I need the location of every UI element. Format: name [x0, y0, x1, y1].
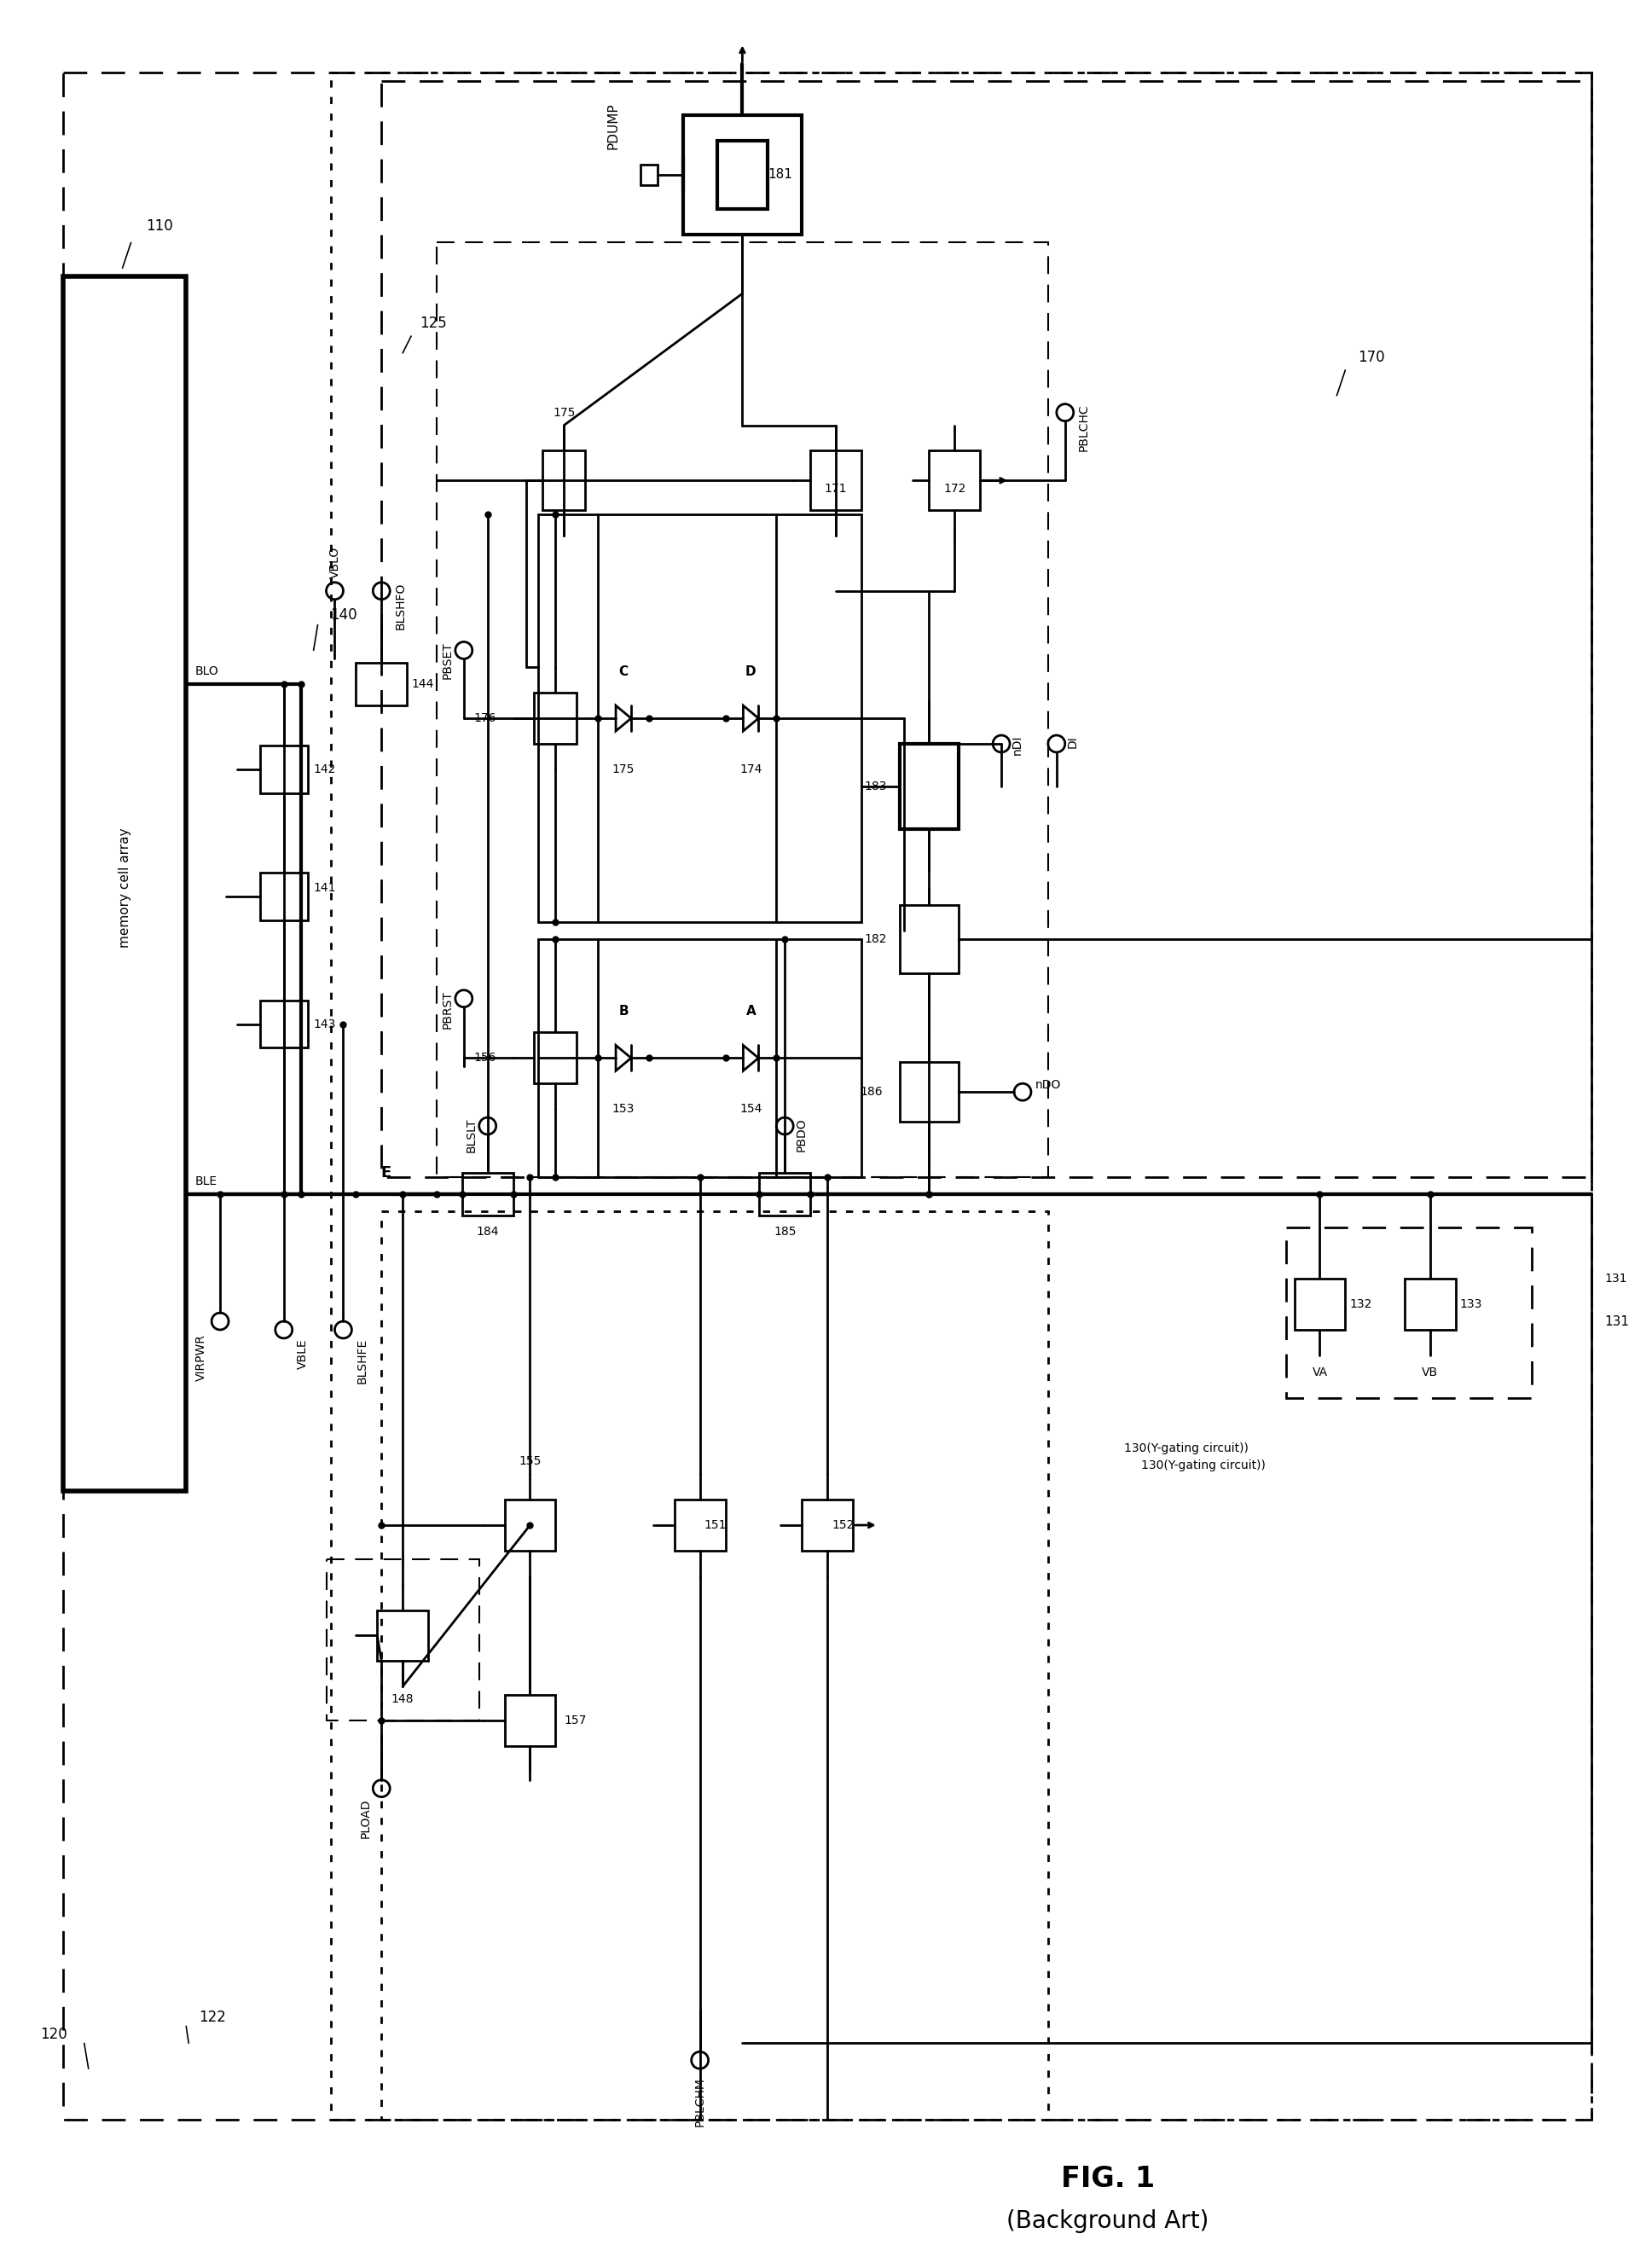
Text: 185: 185	[773, 1226, 796, 1239]
Text: 132: 132	[1350, 1298, 1373, 1311]
Text: 186: 186	[859, 1086, 882, 1097]
Text: 152: 152	[831, 1519, 854, 1530]
Text: B: B	[618, 1004, 628, 1018]
Text: PDUMP: PDUMP	[606, 102, 620, 149]
Bar	[330, 72, 1591, 2119]
Text: 170: 170	[1358, 350, 1384, 366]
Text: 157: 157	[563, 1715, 586, 1727]
Text: VBLO: VBLO	[329, 546, 340, 578]
Text: 174: 174	[740, 763, 762, 774]
Text: 110: 110	[147, 219, 173, 232]
Text: BLSHFO: BLSHFO	[395, 582, 406, 630]
Bar	[259, 873, 307, 921]
Text: 125: 125	[420, 316, 446, 332]
Bar	[382, 1212, 1047, 2119]
Bar	[899, 745, 958, 828]
Text: 184: 184	[476, 1226, 499, 1239]
Bar	[377, 1609, 428, 1661]
Text: FIG. 1: FIG. 1	[1061, 2164, 1155, 2194]
Bar	[1285, 1228, 1531, 1397]
Text: 131: 131	[1604, 1273, 1627, 1284]
Text: 120: 120	[40, 2027, 68, 2043]
Text: DI: DI	[1067, 736, 1079, 747]
Text: VA: VA	[1312, 1365, 1328, 1379]
Bar	[760, 1174, 809, 1214]
Bar	[1404, 1280, 1455, 1329]
Bar	[539, 939, 861, 1176]
Text: 133: 133	[1460, 1298, 1482, 1311]
Bar	[1294, 1280, 1345, 1329]
Text: 141: 141	[314, 882, 335, 894]
Text: 131: 131	[1604, 1316, 1629, 1327]
Bar	[899, 1063, 958, 1122]
Text: BLO: BLO	[195, 666, 218, 677]
Bar	[382, 81, 1591, 1176]
Text: 154: 154	[740, 1104, 762, 1115]
Bar	[899, 905, 958, 973]
Text: PBLCHM: PBLCHM	[694, 2076, 705, 2126]
Text: (Background Art): (Background Art)	[1006, 2210, 1209, 2234]
Text: 130(Y-gating circuit)): 130(Y-gating circuit))	[1142, 1460, 1265, 1472]
Text: 156: 156	[474, 1052, 496, 1063]
Text: BLSHFE: BLSHFE	[355, 1338, 368, 1384]
Text: 148: 148	[392, 1693, 415, 1706]
Bar	[355, 664, 406, 706]
Text: nDO: nDO	[1036, 1079, 1061, 1090]
Text: VB: VB	[1422, 1365, 1439, 1379]
Text: 142: 142	[314, 763, 335, 774]
Bar	[463, 1174, 514, 1214]
Text: E: E	[380, 1165, 392, 1180]
Bar	[534, 1031, 577, 1083]
Bar	[259, 1000, 307, 1047]
Bar	[928, 451, 980, 510]
Bar	[504, 1695, 555, 1747]
Text: 151: 151	[704, 1519, 727, 1530]
Bar	[539, 515, 861, 923]
Text: BLE: BLE	[195, 1176, 216, 1187]
Bar	[544, 451, 585, 510]
Bar	[436, 244, 1047, 1176]
Bar	[717, 140, 768, 208]
Text: PLOAD: PLOAD	[360, 1799, 372, 1837]
Bar	[641, 165, 657, 185]
Bar	[682, 115, 801, 235]
Text: 175: 175	[553, 406, 575, 418]
Text: 171: 171	[824, 483, 847, 494]
Text: 122: 122	[198, 2011, 226, 2025]
Text: 181: 181	[768, 169, 793, 181]
Text: 143: 143	[314, 1018, 335, 1029]
Text: A: A	[745, 1004, 757, 1018]
Bar	[674, 1499, 725, 1551]
Text: PBDO: PBDO	[795, 1117, 806, 1151]
Bar	[504, 1499, 555, 1551]
Bar	[801, 1499, 852, 1551]
Text: 153: 153	[613, 1104, 634, 1115]
Text: 183: 183	[864, 781, 887, 792]
Text: PBLCHC: PBLCHC	[1077, 404, 1090, 451]
Text: memory cell array: memory cell array	[119, 828, 132, 948]
Text: 182: 182	[864, 932, 887, 946]
Text: C: C	[620, 666, 628, 677]
Text: 140: 140	[330, 607, 357, 623]
Text: VIRPWR: VIRPWR	[195, 1334, 208, 1381]
Text: 175: 175	[613, 763, 634, 774]
Text: nDI: nDI	[1011, 736, 1024, 756]
Bar	[259, 745, 307, 792]
Text: 155: 155	[519, 1456, 542, 1467]
Bar	[809, 451, 861, 510]
Text: 144: 144	[411, 679, 434, 691]
Text: PBRST: PBRST	[441, 991, 454, 1029]
Text: 130(Y-gating circuit)): 130(Y-gating circuit))	[1125, 1442, 1249, 1456]
Bar	[534, 693, 577, 745]
Bar	[325, 1560, 479, 1720]
Text: VBLE: VBLE	[296, 1338, 309, 1368]
Text: 172: 172	[943, 483, 966, 494]
Text: D: D	[745, 666, 757, 677]
Text: PBSET: PBSET	[441, 641, 454, 679]
Text: BLSLT: BLSLT	[466, 1117, 477, 1151]
Bar	[63, 278, 187, 1492]
Text: 176: 176	[474, 713, 496, 724]
